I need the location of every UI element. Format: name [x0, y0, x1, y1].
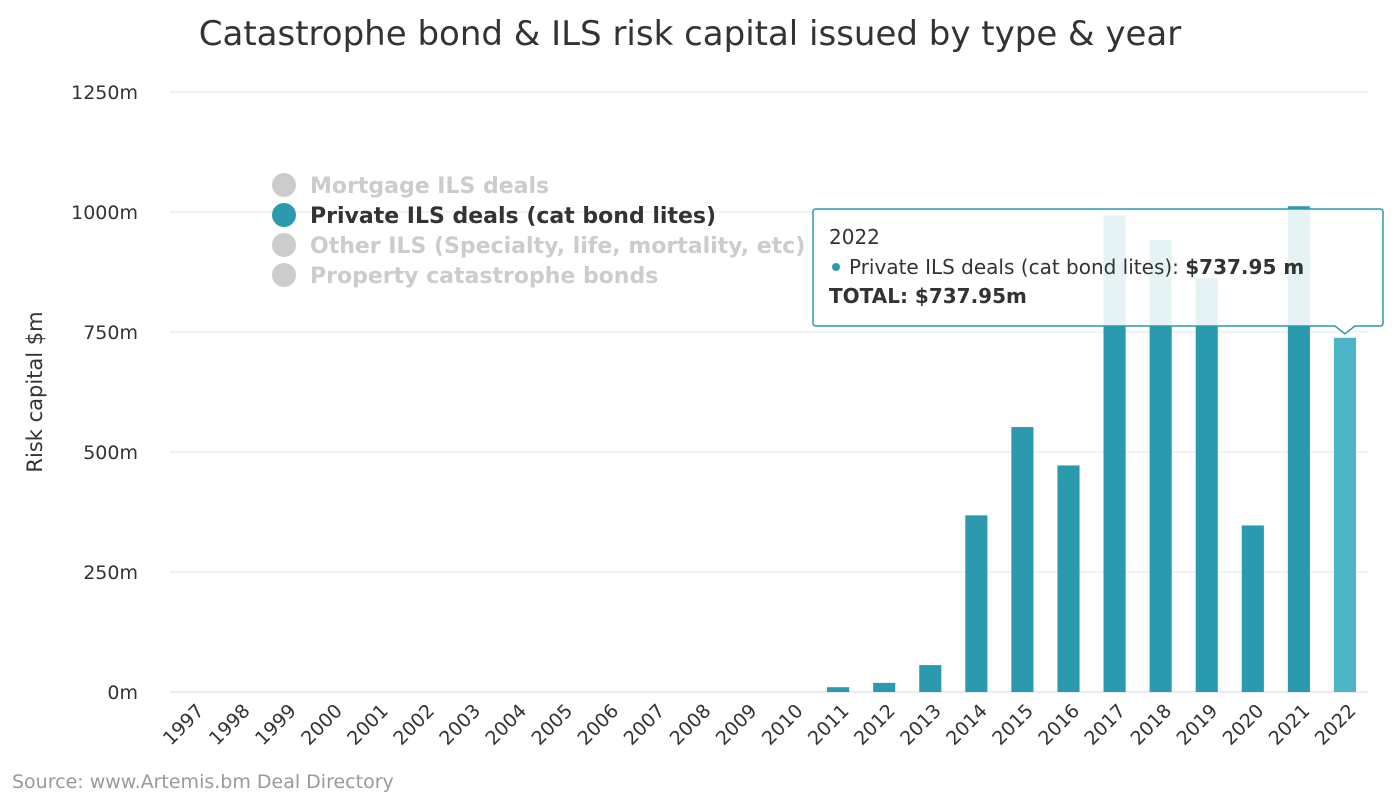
x-tick-label: 2020 [1219, 700, 1269, 750]
x-tick-label: 2015 [988, 700, 1038, 750]
y-tick-label: 750m [83, 322, 138, 344]
tooltip-series-dot [832, 263, 840, 271]
tooltip-series-line: Private ILS deals (cat bond lites): $737… [849, 255, 1304, 279]
x-tick-label: 2022 [1311, 700, 1361, 750]
legend-item[interactable]: Other ILS (Specialty, life, mortality, e… [310, 234, 805, 259]
y-tick-label: 500m [83, 442, 138, 464]
y-axis-ticks: 0m 250m 500m 750m 1000m 1250m [71, 82, 138, 704]
x-tick-label: 1998 [205, 700, 255, 750]
bar-2019[interactable] [1195, 278, 1218, 692]
y-tick-label: 1250m [71, 82, 138, 104]
legend-item[interactable]: Property catastrophe bonds [310, 264, 658, 289]
x-tick-label: 2003 [435, 700, 485, 750]
x-tick-label: 2018 [1126, 700, 1176, 750]
tooltip-header: 2022 [829, 225, 880, 249]
x-tick-label: 2021 [1265, 700, 1315, 750]
x-tick-label: 2002 [389, 700, 439, 750]
bar-2022[interactable] [1333, 337, 1357, 692]
x-tick-label: 2013 [896, 700, 946, 750]
x-tick-label: 2000 [297, 700, 347, 750]
legend-marker[interactable] [272, 233, 296, 257]
tooltip-box [812, 208, 1384, 335]
x-tick-label: 2010 [758, 700, 808, 750]
bars [827, 206, 1357, 693]
tooltip-series-label: Private ILS deals (cat bond lites): [849, 255, 1185, 279]
legend-item[interactable]: Private ILS deals (cat bond lites) [310, 204, 716, 229]
x-tick-label: 2012 [850, 700, 900, 750]
bar-2013[interactable] [919, 665, 942, 692]
x-tick-label: 2017 [1080, 700, 1130, 750]
x-tick-label: 2005 [527, 700, 577, 750]
y-tick-label: 250m [83, 562, 138, 584]
x-tick-label: 1997 [159, 700, 209, 750]
x-tick-label: 2004 [481, 700, 531, 750]
x-tick-label: 1999 [251, 700, 301, 750]
credits[interactable]: Source: www.Artemis.bm Deal Directory [12, 771, 394, 793]
x-tick-label: 2007 [620, 700, 670, 750]
tooltip-series-value: $737.95 m [1185, 255, 1304, 279]
bar-2021[interactable] [1287, 206, 1310, 693]
bar-2012[interactable] [873, 682, 896, 692]
x-tick-label: 2009 [712, 700, 762, 750]
legend-item[interactable]: Mortgage ILS deals [310, 174, 549, 199]
x-tick-label: 2011 [804, 700, 854, 750]
legend-marker[interactable] [272, 203, 296, 227]
x-tick-label: 2008 [666, 700, 716, 750]
legend-marker[interactable] [272, 263, 296, 287]
bar-2014[interactable] [965, 515, 988, 692]
y-axis-label: Risk capital $m [23, 311, 47, 472]
legend: Mortgage ILS deals Private ILS deals (cat… [272, 173, 805, 289]
chart-title: Catastrophe bond & ILS risk capital issu… [199, 14, 1181, 54]
y-tick-label: 0m [107, 682, 138, 704]
x-tick-label: 2019 [1173, 700, 1223, 750]
bar-2018[interactable] [1149, 239, 1172, 692]
bar-2015[interactable] [1011, 427, 1034, 692]
tooltip: 2022 Private ILS deals (cat bond lites):… [812, 208, 1384, 335]
bar-2020[interactable] [1241, 525, 1264, 692]
x-tick-label: 2014 [942, 700, 992, 750]
x-tick-label: 2001 [343, 700, 393, 750]
x-tick-label: 2006 [574, 700, 624, 750]
x-tick-label: 2016 [1034, 700, 1084, 750]
tooltip-total: TOTAL: $737.95m [829, 284, 1027, 308]
bar-2011[interactable] [827, 687, 850, 692]
x-axis-ticks: 1997199819992000200120022003200420052006… [159, 700, 1361, 750]
legend-marker[interactable] [272, 173, 296, 197]
y-tick-label: 1000m [71, 202, 138, 224]
bar-2017[interactable] [1103, 215, 1126, 693]
bar-2016[interactable] [1057, 465, 1080, 692]
